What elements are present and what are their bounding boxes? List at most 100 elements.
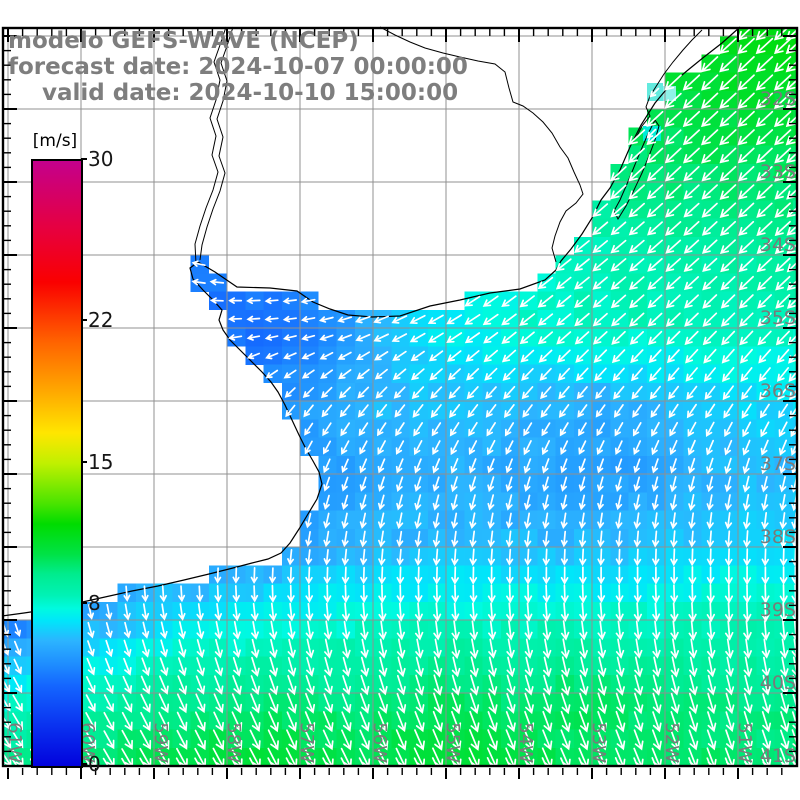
wind-arrow: [468, 458, 477, 474]
river-path: [379, 26, 584, 263]
wind-arrow: [706, 457, 714, 475]
wind-arrow: [304, 440, 313, 455]
wind-arrow: [628, 276, 645, 291]
wind-arrow: [212, 757, 220, 767]
wind-arrow: [142, 621, 150, 639]
wind-arrow: [743, 566, 752, 586]
wind-arrow: [542, 548, 550, 567]
wind-arrow: [214, 567, 222, 584]
wind-arrow: [761, 602, 770, 623]
wind-arrow: [721, 348, 735, 364]
wind-arrow: [286, 692, 297, 714]
wind-arrow: [761, 656, 771, 678]
wind-arrow: [12, 712, 23, 731]
wind-arrow: [558, 385, 570, 400]
wind-arrow: [228, 297, 243, 304]
wind-arrow: [664, 184, 682, 200]
wind-arrow: [468, 729, 480, 751]
wind-arrow: [523, 476, 531, 493]
wind-arrow: [775, 294, 791, 309]
wind-arrow: [360, 656, 370, 678]
wind-arrow: [305, 620, 314, 641]
wind-arrow: [191, 260, 206, 267]
wind-arrow: [319, 334, 334, 342]
wind-arrow: [157, 757, 165, 767]
wind-arrow: [267, 729, 279, 751]
wind-arrow: [542, 620, 552, 641]
wind-arrow: [706, 512, 714, 530]
wind-arrow: [464, 313, 481, 325]
wind-arrow: [739, 348, 753, 364]
wind-arrow: [542, 584, 551, 604]
lat-label: 39S: [760, 599, 796, 621]
wind-arrow: [374, 368, 388, 380]
wind-arrow: [196, 603, 204, 621]
wind-arrow: [302, 386, 315, 398]
wind-arrow: [11, 758, 19, 767]
wind-arrow: [664, 147, 682, 164]
wind-arrow: [466, 386, 479, 400]
wind-arrow: [574, 276, 590, 290]
wind-arrow: [593, 349, 608, 364]
wind-arrow: [670, 566, 678, 585]
wind-arrow: [665, 312, 681, 327]
wind-arrow: [505, 440, 514, 455]
wind-arrows-layer: [2, 27, 798, 767]
wind-arrow: [651, 747, 662, 767]
wind-arrow: [688, 711, 699, 733]
wind-arrow: [578, 458, 586, 474]
wind-arrow: [574, 294, 590, 309]
wind-arrow: [649, 87, 660, 98]
wind-arrow: [669, 421, 679, 437]
wind-arrow: [505, 530, 514, 548]
wind-arrow: [761, 757, 767, 767]
wind-arrow: [176, 693, 188, 714]
wind-arrow: [786, 151, 798, 164]
wind-arrow: [176, 711, 188, 732]
wind-arrow: [578, 729, 589, 751]
wind-arrow: [486, 422, 496, 437]
wind-arrow: [688, 530, 696, 548]
wind-arrow: [669, 747, 681, 767]
wind-arrow: [741, 385, 753, 400]
wind-arrow: [651, 439, 660, 456]
wind-arrow: [377, 458, 386, 474]
wind-arrow: [615, 602, 624, 623]
wind-arrow: [123, 585, 131, 602]
wind-arrow: [779, 757, 785, 767]
wind-arrow: [524, 494, 531, 511]
wind-arrow: [431, 422, 442, 437]
wind-arrow: [305, 549, 313, 566]
wind-arrow: [506, 674, 516, 696]
wind-arrow: [413, 747, 426, 767]
wind-arrow: [287, 566, 295, 585]
wind-arrow: [250, 585, 259, 603]
wind-arrow: [410, 350, 425, 362]
wind-arrow: [647, 330, 663, 346]
wind-arrow: [450, 494, 458, 511]
wind-arrow: [683, 184, 700, 200]
wind-arrow: [724, 747, 735, 767]
wind-arrow: [121, 757, 128, 767]
wind-arrow: [269, 656, 278, 678]
wind-arrow: [592, 276, 608, 290]
wind-arrow: [523, 440, 532, 456]
wind-arrow: [788, 351, 798, 364]
wind-arrow: [613, 404, 624, 418]
wind-arrow: [775, 330, 790, 346]
colorbar-tick: [81, 601, 87, 604]
wind-arrow: [684, 294, 699, 309]
wind-arrow: [757, 312, 772, 327]
wind-arrow: [264, 297, 279, 305]
wind-arrow: [688, 656, 698, 678]
wind-arrow: [743, 638, 752, 659]
wind-arrow: [432, 710, 443, 733]
colorbar-tick-label: 30: [88, 147, 114, 171]
wind-arrow: [340, 440, 350, 455]
wind-arrow: [451, 548, 459, 567]
wind-arrow: [775, 275, 791, 291]
wind-arrow: [431, 757, 439, 767]
wind-arrow: [666, 349, 680, 364]
wind-arrow: [739, 312, 754, 327]
wind-arrow: [524, 674, 534, 696]
